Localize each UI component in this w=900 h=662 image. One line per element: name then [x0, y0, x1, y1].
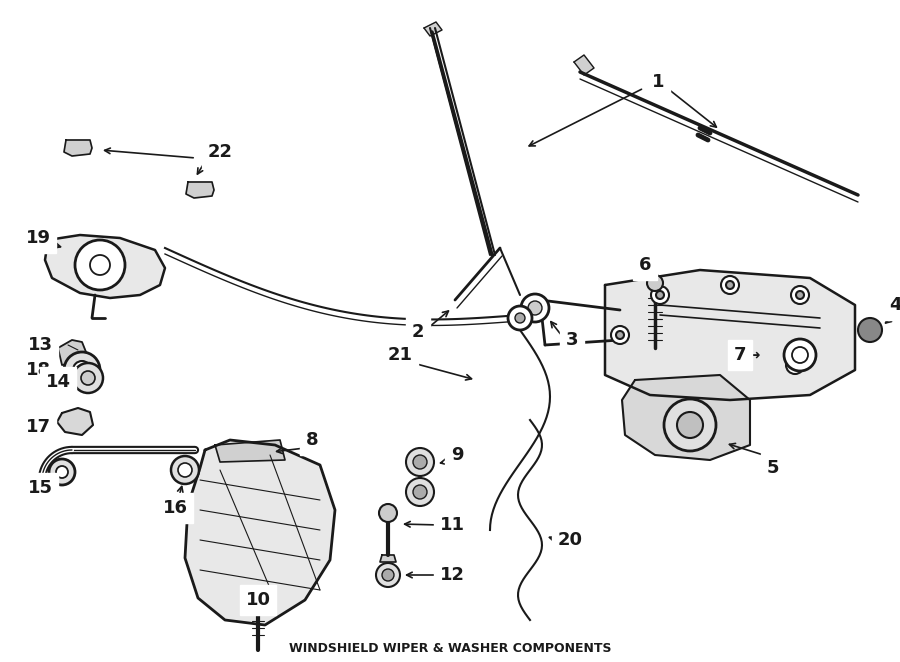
Circle shape: [528, 301, 542, 315]
Circle shape: [413, 455, 427, 469]
Circle shape: [515, 313, 525, 323]
Circle shape: [611, 326, 629, 344]
Polygon shape: [215, 440, 285, 462]
Text: 8: 8: [306, 431, 319, 449]
Text: 15: 15: [28, 479, 52, 497]
Circle shape: [64, 352, 100, 388]
Circle shape: [406, 478, 434, 506]
Text: 19: 19: [25, 229, 50, 247]
Circle shape: [656, 291, 664, 299]
Circle shape: [178, 463, 192, 477]
Text: 21: 21: [388, 346, 412, 364]
Text: 14: 14: [46, 373, 70, 391]
Text: 3: 3: [566, 331, 578, 349]
Circle shape: [791, 286, 809, 304]
Circle shape: [382, 569, 394, 581]
Circle shape: [56, 466, 68, 478]
Text: 7: 7: [734, 346, 746, 364]
Text: 7→: 7→: [736, 348, 760, 363]
Circle shape: [616, 331, 624, 339]
Circle shape: [508, 306, 532, 330]
Circle shape: [90, 255, 110, 275]
Circle shape: [73, 363, 103, 393]
Circle shape: [171, 456, 199, 484]
Circle shape: [792, 347, 808, 363]
Text: 22: 22: [208, 143, 232, 161]
Polygon shape: [185, 440, 335, 625]
Polygon shape: [605, 270, 855, 400]
Circle shape: [721, 276, 739, 294]
Circle shape: [379, 504, 397, 522]
Circle shape: [647, 275, 663, 291]
Text: 5: 5: [767, 459, 779, 477]
Polygon shape: [57, 408, 93, 435]
Circle shape: [49, 459, 75, 485]
Circle shape: [376, 563, 400, 587]
Circle shape: [81, 371, 95, 385]
Text: 16: 16: [163, 499, 187, 517]
Circle shape: [413, 485, 427, 499]
Text: 13: 13: [28, 336, 52, 354]
Polygon shape: [45, 235, 165, 298]
Circle shape: [784, 339, 816, 371]
Circle shape: [521, 294, 549, 322]
Polygon shape: [574, 55, 594, 75]
Circle shape: [664, 399, 716, 451]
Text: 18: 18: [25, 361, 50, 379]
Text: 4: 4: [889, 296, 900, 314]
Polygon shape: [424, 22, 442, 36]
Text: WINDSHIELD WIPER & WASHER COMPONENTS: WINDSHIELD WIPER & WASHER COMPONENTS: [289, 641, 611, 655]
Text: 12: 12: [439, 566, 464, 584]
Text: 11: 11: [439, 516, 464, 534]
Polygon shape: [58, 340, 86, 365]
Text: 20: 20: [557, 531, 582, 549]
Text: 17: 17: [25, 418, 50, 436]
Polygon shape: [186, 182, 214, 198]
Polygon shape: [248, 606, 268, 612]
Circle shape: [858, 318, 882, 342]
Text: 10: 10: [246, 591, 271, 609]
Text: 1: 1: [652, 73, 664, 91]
Text: 6: 6: [639, 256, 652, 274]
Circle shape: [651, 286, 669, 304]
Text: 9: 9: [451, 446, 464, 464]
Polygon shape: [380, 555, 396, 562]
Circle shape: [726, 281, 734, 289]
Circle shape: [791, 361, 799, 369]
Circle shape: [75, 240, 125, 290]
Polygon shape: [64, 140, 92, 156]
Circle shape: [73, 361, 91, 379]
Circle shape: [786, 356, 804, 374]
Text: 2: 2: [412, 323, 424, 341]
Circle shape: [677, 412, 703, 438]
Circle shape: [406, 448, 434, 476]
Polygon shape: [622, 375, 750, 460]
Circle shape: [796, 291, 804, 299]
